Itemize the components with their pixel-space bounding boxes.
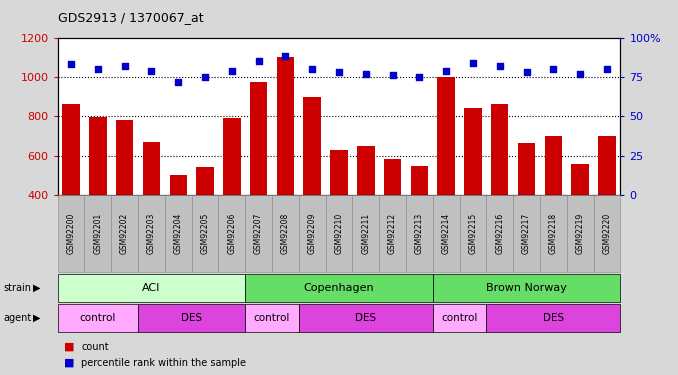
Text: GSM92209: GSM92209	[308, 213, 317, 254]
Text: control: control	[441, 313, 478, 323]
Text: DES: DES	[543, 313, 564, 323]
Point	[414, 74, 425, 80]
Point	[521, 69, 532, 75]
Point	[441, 68, 452, 74]
Point	[146, 68, 157, 74]
Text: GSM92203: GSM92203	[147, 213, 156, 254]
Text: GSM92211: GSM92211	[361, 213, 370, 254]
Bar	[89, 117, 106, 274]
Bar	[572, 165, 589, 274]
Text: ■: ■	[64, 358, 75, 368]
Text: GSM92212: GSM92212	[388, 213, 397, 254]
Text: GSM92202: GSM92202	[120, 213, 129, 254]
Point	[548, 66, 559, 72]
Bar	[598, 136, 616, 274]
Text: Copenhagen: Copenhagen	[304, 283, 374, 293]
Text: GSM92208: GSM92208	[281, 213, 290, 254]
Text: GSM92219: GSM92219	[576, 213, 584, 254]
Text: strain: strain	[3, 283, 31, 293]
Text: GSM92214: GSM92214	[441, 213, 451, 254]
Text: Brown Norway: Brown Norway	[486, 283, 567, 293]
Point	[361, 71, 372, 77]
Text: GSM92205: GSM92205	[201, 213, 210, 254]
Bar	[411, 166, 428, 274]
Point	[334, 69, 344, 75]
Text: percentile rank within the sample: percentile rank within the sample	[81, 358, 246, 368]
Bar	[223, 118, 241, 274]
Text: GSM92215: GSM92215	[468, 213, 477, 254]
Bar	[62, 104, 80, 274]
Bar	[330, 150, 348, 274]
Bar	[197, 167, 214, 274]
Text: agent: agent	[3, 313, 32, 323]
Point	[468, 60, 479, 66]
Point	[494, 63, 505, 69]
Point	[280, 53, 291, 59]
Text: DES: DES	[355, 313, 376, 323]
Point	[575, 71, 586, 77]
Point	[173, 79, 184, 85]
Text: GSM92200: GSM92200	[66, 213, 75, 254]
Text: GSM92201: GSM92201	[94, 213, 102, 254]
Text: GSM92206: GSM92206	[227, 213, 237, 254]
Bar	[357, 146, 374, 274]
Bar	[304, 97, 321, 274]
Text: ▶: ▶	[33, 313, 40, 323]
Point	[387, 72, 398, 78]
Text: GDS2913 / 1370067_at: GDS2913 / 1370067_at	[58, 11, 203, 24]
Bar	[437, 77, 455, 274]
Text: GSM92213: GSM92213	[415, 213, 424, 254]
Bar	[142, 142, 160, 274]
Text: GSM92217: GSM92217	[522, 213, 531, 254]
Bar	[518, 143, 536, 274]
Text: control: control	[254, 313, 290, 323]
Point	[66, 61, 77, 67]
Text: GSM92210: GSM92210	[334, 213, 344, 254]
Text: ▶: ▶	[33, 283, 40, 293]
Text: GSM92216: GSM92216	[496, 213, 504, 254]
Point	[226, 68, 237, 74]
Point	[253, 58, 264, 64]
Text: GSM92204: GSM92204	[174, 213, 182, 254]
Text: ACI: ACI	[142, 283, 161, 293]
Text: GSM92220: GSM92220	[603, 213, 612, 254]
Text: control: control	[79, 313, 116, 323]
Point	[199, 74, 210, 80]
Bar	[491, 104, 508, 274]
Text: GSM92218: GSM92218	[549, 213, 558, 254]
Bar	[116, 120, 134, 274]
Bar	[250, 82, 267, 274]
Bar	[170, 176, 187, 274]
Text: ■: ■	[64, 342, 75, 352]
Text: DES: DES	[181, 313, 202, 323]
Point	[119, 63, 130, 69]
Text: count: count	[81, 342, 109, 352]
Bar	[464, 108, 481, 274]
Bar	[384, 159, 401, 274]
Bar	[277, 57, 294, 274]
Text: GSM92207: GSM92207	[254, 213, 263, 254]
Bar	[544, 136, 562, 274]
Point	[601, 66, 612, 72]
Point	[92, 66, 103, 72]
Point	[306, 66, 317, 72]
